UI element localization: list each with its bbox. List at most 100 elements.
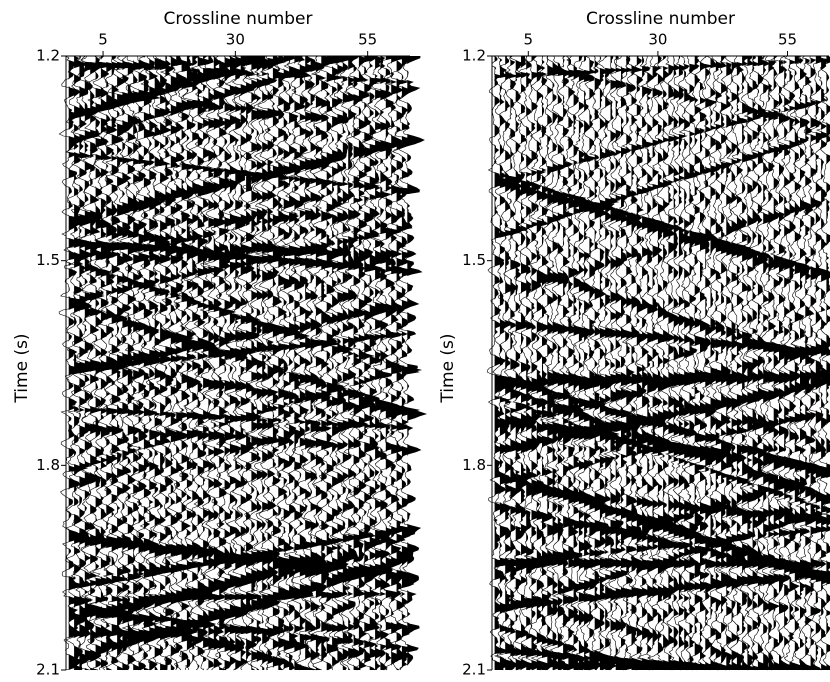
trace-line [724,55,752,671]
y-tick-label: 1.2 [36,47,60,65]
trace-line [592,55,620,671]
trace-line [703,55,727,671]
trace-line [717,55,742,671]
panel: 5 30 55 1.2 1.5 1.8 2.1 Crossline number Time (s… [438,9,830,679]
seismic-texture [58,55,428,671]
trace-fill [353,56,374,670]
trace-line [338,55,368,671]
trace-line [333,55,362,671]
trace-line [208,55,241,671]
trace-line [539,55,568,671]
trace-fill [742,56,756,670]
trace-line [177,55,207,670]
trace-line [198,55,229,671]
trace-fill [779,56,806,670]
trace-line [622,55,653,671]
x-tick-label: 5 [98,31,108,49]
x-tick-label: 55 [778,31,797,49]
y-axis-label: Time (s) [12,333,32,403]
trace-fill [794,56,815,670]
trace-line [568,55,599,671]
y-tick-label: 1.5 [462,251,486,269]
trace-fill [208,56,228,670]
trace-line [787,55,816,671]
trace-line [728,55,752,671]
trace-fill [536,56,553,670]
trace-fill [626,56,646,670]
trace-fill [631,56,653,670]
trace-line [759,55,791,671]
trace-fill [494,56,516,670]
trace-fill [768,56,790,670]
trace-line [603,55,635,671]
trace-line [665,55,694,671]
trace-line [134,55,167,671]
trace-fill [305,56,324,670]
trace-fill [621,56,640,670]
trace-line [686,55,717,671]
trace-fill [246,56,268,670]
trace-fill [315,56,333,670]
trace-fill [127,56,149,670]
trace-line [392,55,422,671]
trace-line [182,55,216,671]
trace-line [58,55,90,671]
trace-fill [84,56,106,670]
y-tick-label: 2.1 [36,661,60,679]
trace-line [492,55,524,671]
axis-title: Crossline number [586,9,735,29]
trace-fill [364,56,382,670]
trace-fill [668,56,693,670]
trace-fill [186,56,206,670]
trace-fill [181,56,201,670]
trace-line [555,55,580,671]
trace-fill [133,56,161,670]
trace-fill [757,56,775,670]
trace-line [708,55,735,671]
trace-line [713,55,737,671]
trace-fill [203,56,221,670]
trace-line [396,55,428,671]
x-tick-label: 5 [524,31,534,49]
trace-fill [79,56,100,670]
trace-fill [531,56,548,670]
trace-line [154,55,197,671]
trace-fill [684,56,705,670]
trace-line [739,55,766,671]
trace-fill [542,56,559,670]
trace-line [613,55,641,671]
y-tick-label: 1.8 [462,456,486,474]
trace-fill [321,56,342,670]
trace-fill [673,56,694,670]
trace-line [549,55,579,671]
trace-line [219,55,252,671]
trace-line [172,55,202,671]
trace-fill [747,56,765,670]
trace-line [803,55,830,671]
y-tick-label: 2.1 [462,661,486,679]
trace-line [809,55,830,671]
trace-line [513,55,542,671]
trace-fill [229,56,252,670]
trace-line [645,55,674,671]
trace-line [670,55,704,671]
trace-fill [557,56,578,670]
panel: 5 30 55 1.2 1.5 1.8 2.1 Crossline number Time (s… [12,9,428,679]
trace-fill [700,56,718,670]
y-tick-label: 1.8 [36,456,60,474]
trace-fill [240,56,265,670]
trace-line [70,55,101,670]
trace-line [618,55,647,671]
trace-fill [694,56,717,670]
trace-line [128,55,159,671]
trace-line [144,55,180,671]
trace-fill [815,56,830,670]
trace-fill [219,56,241,670]
trace-fill [552,56,573,670]
x-tick-label: 55 [358,31,377,49]
trace-fill [310,56,327,670]
trace-line [754,55,785,671]
trace-fill [385,56,402,670]
trace-line [327,55,357,671]
axis-title: Crossline number [163,9,312,29]
